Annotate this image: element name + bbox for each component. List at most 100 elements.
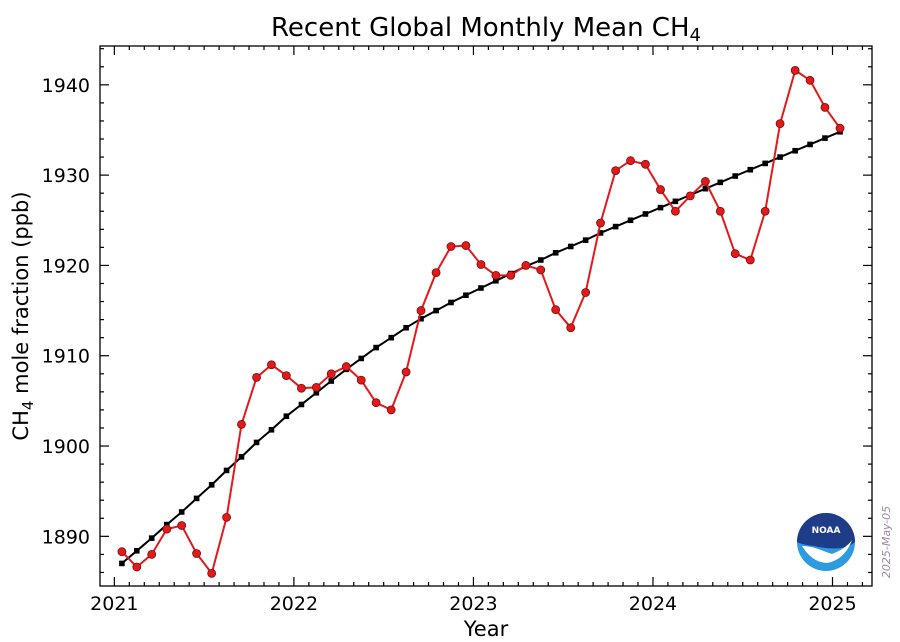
trend-point <box>298 401 305 408</box>
axis-ticks <box>100 46 872 586</box>
monthly-mean-point <box>416 306 426 315</box>
monthly-mean-point <box>162 524 172 534</box>
monthly-mean-point <box>326 369 336 379</box>
monthly-mean-point <box>461 241 471 250</box>
x-tick-labels: 2021 2022 2023 2024 2025 <box>90 593 856 615</box>
logo-text: NOAA <box>812 526 841 536</box>
trend-point <box>642 211 649 217</box>
y-tick-label: 1900 <box>42 436 90 458</box>
trend-point <box>822 135 828 141</box>
monthly-mean-point <box>267 360 276 370</box>
monthly-mean-point <box>715 206 725 216</box>
trend-point <box>433 307 439 314</box>
y-tick-label: 1920 <box>42 255 90 277</box>
logo-gull <box>802 540 852 563</box>
monthly-mean-point <box>252 373 261 382</box>
monthly-mean-point <box>446 242 456 251</box>
monthly-mean-point <box>192 549 201 558</box>
monthly-mean-point <box>237 419 246 429</box>
trend-point <box>313 389 320 396</box>
monthly-mean-point <box>476 260 486 269</box>
trend-point <box>388 334 395 341</box>
trend-point <box>268 426 275 433</box>
trend-point <box>463 292 469 299</box>
trend-point <box>358 355 365 362</box>
monthly-mean-point <box>147 549 157 559</box>
monthly-mean-point <box>566 323 576 333</box>
monthly-mean-point <box>805 75 815 85</box>
trend-point <box>148 535 155 541</box>
monthly-mean-point <box>207 568 217 578</box>
monthly-mean-point <box>431 268 441 278</box>
trend-point <box>328 378 335 384</box>
y-axis-title: CH4 mole fraction (ppb) <box>9 191 37 440</box>
plot-area <box>117 65 845 578</box>
trend-point <box>552 249 559 256</box>
monthly-mean-point <box>596 218 605 228</box>
monthly-mean-point <box>297 383 306 393</box>
trend-point <box>582 237 589 243</box>
monthly-mean-point <box>177 521 187 530</box>
monthly-mean-markers <box>117 65 845 578</box>
monthly-mean-point <box>386 405 396 415</box>
trend-point <box>493 277 499 284</box>
monthly-mean-point <box>745 255 755 265</box>
trend-point <box>702 185 709 192</box>
monthly-mean-point <box>760 206 770 216</box>
monthly-mean-point <box>626 156 635 166</box>
chart-title: Recent Global Monthly Mean CH4 <box>271 13 701 46</box>
monthly-mean-point <box>401 367 411 377</box>
trend-point <box>134 547 140 554</box>
monthly-mean-point <box>671 206 680 216</box>
trend-point <box>253 439 260 446</box>
y-tick-labels: 1890 1900 1910 1920 1930 1940 <box>42 75 90 549</box>
trend-point <box>717 179 724 186</box>
monthly-mean-point <box>775 119 785 129</box>
logo-upper-half <box>797 513 855 549</box>
trend-point <box>792 147 798 154</box>
monthly-mean-point <box>222 512 231 522</box>
x-axis-title: Year <box>463 617 509 641</box>
monthly-mean-point <box>656 185 665 194</box>
trend-point <box>238 454 245 460</box>
trend-point <box>448 299 454 306</box>
trend-point <box>119 560 125 567</box>
monthly-mean-point <box>820 103 830 112</box>
date-stamp: 2025-May-05 <box>880 506 893 578</box>
monthly-mean-point <box>491 270 501 280</box>
monthly-mean-point <box>685 191 695 201</box>
trend-point <box>178 509 185 515</box>
monthly-mean-point <box>730 249 740 259</box>
monthly-mean-point <box>506 270 516 280</box>
trend-point <box>567 243 574 250</box>
y-tick-label: 1890 <box>42 526 90 548</box>
monthly-mean-point <box>371 398 381 408</box>
y-tick-label: 1910 <box>42 346 90 368</box>
y-tick-label: 1930 <box>42 165 90 187</box>
monthly-mean-point <box>581 288 591 297</box>
monthly-mean-point <box>341 362 351 371</box>
trend-point <box>777 154 783 160</box>
trend-point <box>747 166 754 173</box>
trend-point <box>163 521 170 528</box>
y-tick-label: 1940 <box>42 75 90 97</box>
monthly-mean-point <box>835 123 845 133</box>
axes-frame <box>99 45 873 587</box>
trend-point <box>672 198 679 205</box>
monthly-mean-point <box>132 562 142 572</box>
x-tick-label: 2023 <box>449 593 497 615</box>
noaa-logo: NOAA <box>797 513 855 571</box>
trend-point <box>657 204 664 211</box>
trend-point <box>283 413 290 420</box>
monthly-mean-point <box>611 166 621 176</box>
trend-point <box>732 173 738 179</box>
monthly-mean-point <box>356 375 366 385</box>
monthly-mean-point <box>117 547 127 557</box>
trend-point <box>223 467 230 474</box>
x-tick-label: 2024 <box>629 593 677 615</box>
x-tick-label: 2025 <box>808 593 856 615</box>
monthly-mean-point <box>311 382 321 392</box>
trend-point <box>537 257 544 263</box>
